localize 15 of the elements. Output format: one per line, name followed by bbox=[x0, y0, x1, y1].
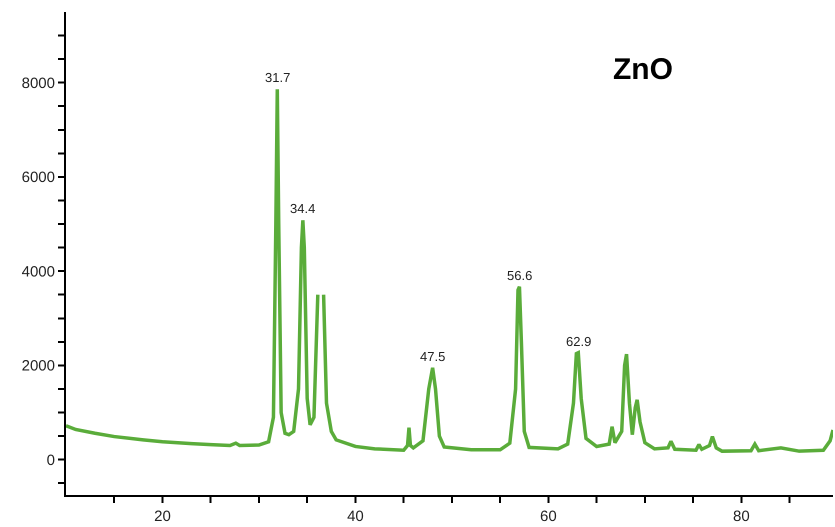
x-tick-label: 60 bbox=[540, 508, 557, 525]
annotation: 47.5 bbox=[420, 349, 446, 364]
y-tick-label: 8000 bbox=[22, 74, 55, 92]
y-tick-label: 4000 bbox=[22, 263, 55, 280]
annotation: 34.4 bbox=[290, 201, 316, 216]
y-tick-label: 0 bbox=[46, 452, 55, 469]
y-tick-label: 6000 bbox=[22, 169, 55, 186]
y-tick-label: 2000 bbox=[22, 358, 55, 375]
text: ZnO bbox=[612, 53, 673, 86]
x-tick-label: 80 bbox=[733, 508, 750, 525]
x-tick-label: 40 bbox=[347, 508, 364, 525]
annotation: 31.7 bbox=[265, 70, 290, 85]
x-tick-label: 20 bbox=[154, 508, 171, 525]
annotation: 56.6 bbox=[507, 268, 532, 283]
annotation: 62.9 bbox=[566, 334, 592, 349]
